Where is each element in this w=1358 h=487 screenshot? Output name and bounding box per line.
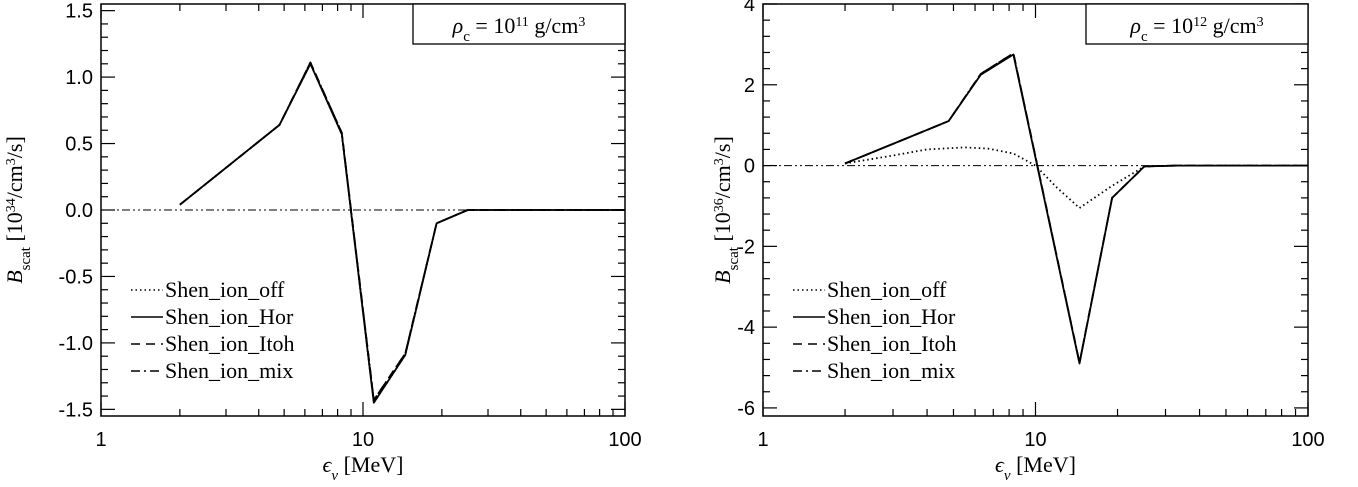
x-tick-label: 10 xyxy=(352,429,374,451)
y-tick-label: -1.5 xyxy=(59,399,93,421)
y-tick-label: 4 xyxy=(744,0,755,16)
y-tick-label: 0 xyxy=(744,156,755,178)
x-tick-label: 10 xyxy=(1024,429,1046,451)
legend: Shen_ion_offShen_ion_HorShen_ion_ItohShe… xyxy=(793,277,957,383)
y-tick-label: 0.5 xyxy=(65,134,93,156)
y-tick-label: -1.0 xyxy=(59,333,93,355)
legend-label: Shen_ion_off xyxy=(165,277,285,302)
x-tick-label: 100 xyxy=(1291,429,1324,451)
x-axis-title: ϵν [MeV] xyxy=(995,452,1076,484)
legend-label: Shen_ion_off xyxy=(827,277,947,302)
left-chart-panel: 1 10 100 -1.5 -1.0 -0.5 0.0 0.5 1.0 1.5 Shen_ion_o… xyxy=(2,1,642,484)
y-tick-label: -4 xyxy=(737,317,755,339)
legend-label: Shen_ion_mix xyxy=(165,358,293,383)
y-tick-label: 2 xyxy=(744,75,755,97)
legend-label: Shen_ion_Hor xyxy=(827,304,956,329)
series-line-shen-ion-off xyxy=(845,147,1308,208)
legend-label: Shen_ion_Itoh xyxy=(165,331,295,356)
y-tick-label: 1.0 xyxy=(65,67,93,89)
y-tick-label: -0.5 xyxy=(59,266,93,288)
y-axis-title: Bscat [1034/cm3/s] xyxy=(2,136,34,284)
right-chart-panel: 1 10 100-6-4-2024Shen_ion_offShen_ion_HorS… xyxy=(710,0,1325,484)
y-tick-label: 1.5 xyxy=(65,1,93,23)
y-tick-label: 0.0 xyxy=(65,200,93,222)
legend-label: Shen_ion_Itoh xyxy=(827,331,957,356)
x-tick-label: 100 xyxy=(608,429,641,451)
y-axis-title: Bscat [1036/cm3/s] xyxy=(710,136,742,284)
legend-label: Shen_ion_mix xyxy=(827,358,955,383)
x-tick-label: 1 xyxy=(757,429,768,451)
legend-label: Shen_ion_Hor xyxy=(165,304,294,329)
x-tick-label: 1 xyxy=(95,429,106,451)
y-tick-label: -6 xyxy=(737,398,755,420)
legend: Shen_ion_offShen_ion_HorShen_ion_ItohShe… xyxy=(131,277,295,383)
x-axis-title: ϵν [MeV] xyxy=(323,452,404,484)
